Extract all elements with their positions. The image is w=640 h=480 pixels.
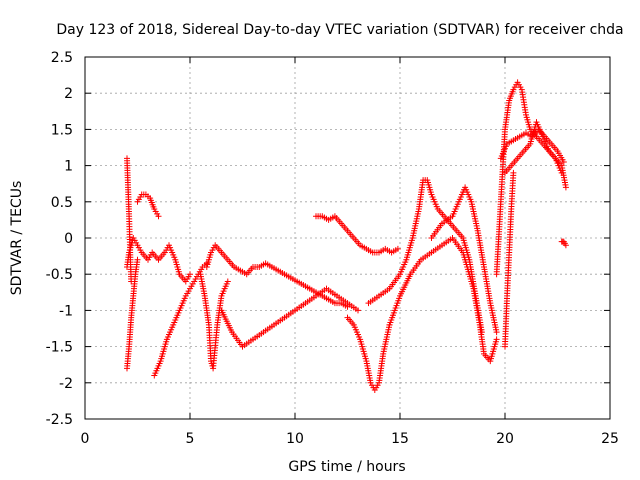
- y-tick-label: -0.5: [46, 267, 73, 283]
- data-point: [560, 158, 567, 165]
- series-track-m: [428, 184, 500, 336]
- series-track-p: [502, 119, 565, 176]
- x-tick-label: 5: [186, 431, 195, 447]
- x-tick-label: 0: [81, 431, 90, 447]
- x-axis-title: GPS time / hours: [288, 459, 405, 475]
- plot-frame: [84, 56, 611, 420]
- data-points: [124, 79, 569, 394]
- series-track-c: [124, 256, 141, 372]
- y-tick-label: 2: [64, 86, 73, 102]
- data-point: [224, 278, 231, 285]
- data-point: [187, 271, 193, 278]
- y-tick-label: -2.5: [46, 412, 73, 428]
- data-point: [155, 213, 162, 220]
- data-point: [493, 336, 500, 343]
- y-tick-label: 1.5: [51, 122, 73, 138]
- data-point: [134, 256, 141, 263]
- data-point: [394, 245, 401, 252]
- y-tick-label: 0: [64, 231, 73, 247]
- y-tick-label: 0.5: [51, 195, 73, 211]
- y-tick-label: 1: [64, 159, 73, 175]
- y-tick-label: -2: [59, 376, 73, 392]
- tick-labels: 0 5 10 15 20 25 -2.5 -2 -1.5 -1 -0.5 0 0.5 1 1.5 2 2.5: [46, 50, 619, 447]
- series-track-q: [502, 169, 517, 350]
- data-point: [493, 329, 500, 336]
- y-axis-title: SDTVAR / TECUs: [9, 181, 25, 296]
- y-tick-label: -1: [59, 303, 73, 319]
- data-point: [562, 242, 569, 249]
- x-tick-label: 15: [391, 431, 409, 447]
- grid-lines: [85, 57, 610, 419]
- x-tick-label: 25: [601, 431, 619, 447]
- x-tick-label: 10: [286, 431, 304, 447]
- chart-title: Day 123 of 2018, Sidereal Day-to-day VTE…: [56, 22, 623, 38]
- series-track-e: [151, 260, 210, 379]
- data-point: [510, 169, 517, 176]
- series-track-d: [134, 191, 162, 220]
- series-track-g: [203, 242, 351, 310]
- y-tick-label: 2.5: [51, 50, 73, 66]
- series-track-r: [558, 238, 569, 249]
- series-track-l: [386, 235, 500, 365]
- series-track-b: [124, 155, 135, 285]
- data-point: [355, 307, 361, 314]
- data-point: [562, 184, 569, 191]
- series-track-h: [218, 285, 361, 350]
- series-track-i: [313, 213, 401, 256]
- data-point: [558, 169, 565, 176]
- x-tick-label: 20: [496, 431, 514, 447]
- axis-ticks: [84, 56, 611, 420]
- y-tick-label: -1.5: [46, 340, 73, 356]
- series-track-f: [197, 271, 231, 372]
- series-track-j: [344, 314, 393, 394]
